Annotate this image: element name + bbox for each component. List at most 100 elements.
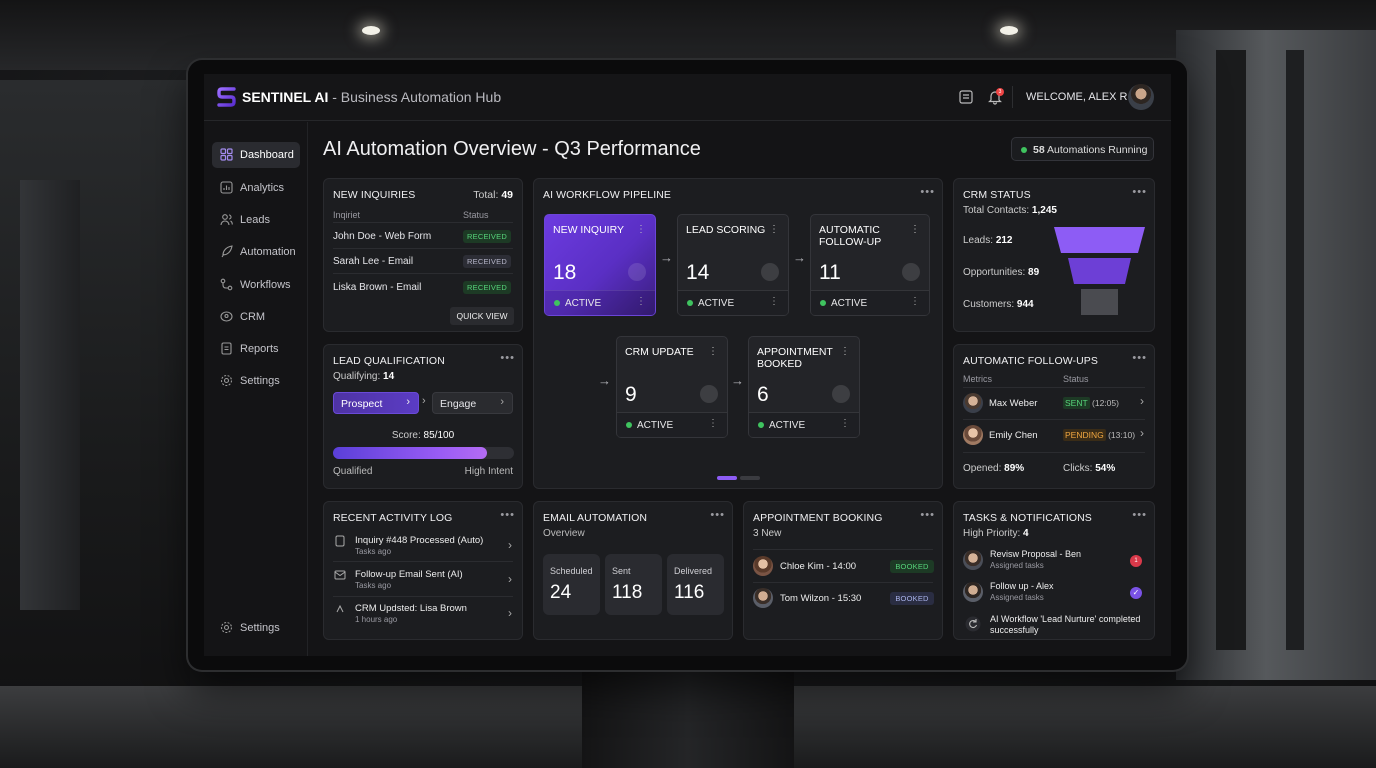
divider xyxy=(333,561,513,562)
followup-name[interactable]: Emily Chen xyxy=(989,430,1038,441)
task-text[interactable]: Follow up - Alex xyxy=(990,581,1054,591)
flow-icon xyxy=(220,278,233,291)
booking-name[interactable]: Tom Wilzon - 15:30 xyxy=(780,593,862,604)
more-icon[interactable]: • • • xyxy=(1132,352,1146,364)
more-icon[interactable]: • • • xyxy=(500,509,514,521)
sidebar-bottom-settings[interactable]: Settings xyxy=(212,615,300,641)
stat-label: Scheduled xyxy=(550,566,593,576)
divider xyxy=(963,419,1145,420)
brand-name: SENTINEL AI xyxy=(242,89,329,105)
inquiry-name[interactable]: John Doe - Web Form xyxy=(333,231,432,242)
opened-value: 89% xyxy=(1004,463,1025,474)
sidebar-item-reports[interactable]: Reports xyxy=(212,336,300,362)
automatic-followups-card: AUTOMATIC FOLLOW-UPS • • • Metrics Statu… xyxy=(953,344,1155,489)
crm-value: 944 xyxy=(1016,299,1034,310)
stage-prospect-button[interactable]: Prospect › xyxy=(333,392,419,414)
sidebar-item-label: Workflows xyxy=(240,279,291,291)
kebab-icon[interactable]: ⋮ xyxy=(910,224,920,235)
pipeline-node-new-inquiry[interactable]: NEW INQUIRY ⋮ 18 ACTIVE ⋮ xyxy=(544,214,656,316)
activity-text[interactable]: Inquiry #448 Processed (Auto) xyxy=(355,535,484,546)
carousel-dot[interactable] xyxy=(740,476,760,480)
kebab-icon[interactable]: ⋮ xyxy=(708,346,718,357)
status-badge: PENDING xyxy=(1063,429,1106,441)
sidebar: Dashboard Analytics Leads Automation Wor… xyxy=(204,122,308,656)
node-name: APPOINTMENT BOOKED xyxy=(757,346,833,370)
sidebar-item-label: Settings xyxy=(240,375,280,387)
app-brand: SENTINEL AI - Business Automation Hub xyxy=(242,89,501,105)
kebab-icon[interactable]: ⋮ xyxy=(910,296,920,307)
total-value: 49 xyxy=(501,189,513,201)
new-inquiries-card: NEW INQUIRIES Total: 49 Inqiriet Status … xyxy=(323,178,523,332)
chevron-right-icon[interactable]: › xyxy=(508,572,512,586)
sidebar-item-label: Settings xyxy=(240,622,280,634)
carousel-dot-active[interactable] xyxy=(717,476,737,480)
status-dot-icon xyxy=(687,300,693,306)
chevron-right-icon[interactable]: › xyxy=(1140,394,1144,408)
stat-scheduled: Scheduled 24 xyxy=(543,554,600,615)
sidebar-item-dashboard[interactable]: Dashboard xyxy=(212,142,300,168)
sidebar-item-crm[interactable]: CRM xyxy=(212,304,300,330)
kebab-icon[interactable]: ⋮ xyxy=(636,224,646,235)
node-footer: ACTIVE ⋮ xyxy=(617,412,727,437)
followup-time: (13:10) xyxy=(1105,430,1136,440)
sentinel-logo-icon xyxy=(217,87,236,107)
kebab-icon[interactable]: ⋮ xyxy=(840,346,850,357)
column-header: Metrics xyxy=(963,374,992,384)
more-icon[interactable]: • • • xyxy=(920,509,934,521)
node-status: ACTIVE xyxy=(637,420,674,431)
pipeline-node-follow-up[interactable]: AUTOMATIC FOLLOW-UP ⋮ 11 ACTIVE ⋮ xyxy=(810,214,930,316)
page-title: AI Automation Overview - Q3 Performance xyxy=(323,138,701,160)
card-subtitle: 3 New xyxy=(753,528,782,539)
kebab-icon[interactable]: ⋮ xyxy=(636,296,646,307)
followup-name[interactable]: Max Weber xyxy=(989,398,1038,409)
chevron-right-icon[interactable]: › xyxy=(508,606,512,620)
chevron-right-icon[interactable]: › xyxy=(1140,426,1144,440)
sidebar-item-workflows[interactable]: Workflows xyxy=(212,272,300,298)
activity-text[interactable]: CRM Updsted: Lisa Brown xyxy=(355,603,467,614)
avatar xyxy=(963,550,983,570)
task-text[interactable]: Revisw Proposal - Ben xyxy=(990,549,1082,559)
more-icon[interactable]: • • • xyxy=(1132,186,1146,198)
score-left-label: Qualified xyxy=(333,466,373,477)
inbox-icon[interactable] xyxy=(958,89,974,105)
pipeline-node-crm-update[interactable]: CRM UPDATE ⋮ 9 ACTIVE ⋮ xyxy=(616,336,728,438)
kebab-icon[interactable]: ⋮ xyxy=(769,296,779,307)
stat-value: 118 xyxy=(612,582,643,603)
pipeline-node-lead-scoring[interactable]: LEAD SCORING ⋮ 14 ACTIVE ⋮ xyxy=(677,214,789,316)
check-icon[interactable]: ✓ xyxy=(1130,587,1142,599)
stage-label: Engage xyxy=(440,398,477,410)
kebab-icon[interactable]: ⋮ xyxy=(840,418,850,429)
crm-label: Leads: xyxy=(963,235,996,246)
booking-name[interactable]: Chloe Kim - 14:00 xyxy=(780,561,857,572)
divider xyxy=(333,273,513,274)
chevron-right-icon[interactable]: › xyxy=(508,538,512,552)
more-icon[interactable]: • • • xyxy=(1132,509,1146,521)
inquiry-name[interactable]: Sarah Lee - Email xyxy=(333,256,414,267)
quick-view-button[interactable]: QUICK VIEW xyxy=(450,307,514,325)
kebab-icon[interactable]: ⋮ xyxy=(708,418,718,429)
more-icon[interactable]: • • • xyxy=(710,509,724,521)
crm-value: 212 xyxy=(995,235,1013,246)
sidebar-item-analytics[interactable]: Analytics xyxy=(212,175,300,201)
more-icon[interactable]: • • • xyxy=(920,186,934,198)
user-avatar[interactable] xyxy=(1128,84,1154,110)
report-icon xyxy=(221,342,232,355)
chevron-right-icon: › xyxy=(406,396,410,408)
more-icon[interactable]: • • • xyxy=(500,352,514,364)
sidebar-item-leads[interactable]: Leads xyxy=(212,207,300,233)
stage-label: Prospect xyxy=(341,398,383,410)
clicks-value: 54% xyxy=(1095,463,1116,474)
inquiry-name[interactable]: Liska Brown - Email xyxy=(333,282,422,293)
divider xyxy=(753,582,933,583)
pipeline-node-appointment-booked[interactable]: APPOINTMENT BOOKED ⋮ 6 ACTIVE ⋮ xyxy=(748,336,860,438)
stage-engage-button[interactable]: Engage › xyxy=(432,392,513,414)
activity-text[interactable]: Follow-up Email Sent (AI) xyxy=(355,569,463,580)
card-title: NEW INQUIRIES xyxy=(333,189,416,201)
sidebar-item-automation[interactable]: Automation xyxy=(212,239,300,265)
automations-running-badge[interactable]: 58 Automations Running xyxy=(1011,137,1154,161)
calendar-icon xyxy=(700,385,718,403)
sidebar-item-settings[interactable]: Settings xyxy=(212,368,300,394)
node-value: 9 xyxy=(625,383,637,406)
recent-activity-card: RECENT ACTIVITY LOG • • • Inquiry #448 P… xyxy=(323,501,523,640)
kebab-icon[interactable]: ⋮ xyxy=(769,224,779,235)
